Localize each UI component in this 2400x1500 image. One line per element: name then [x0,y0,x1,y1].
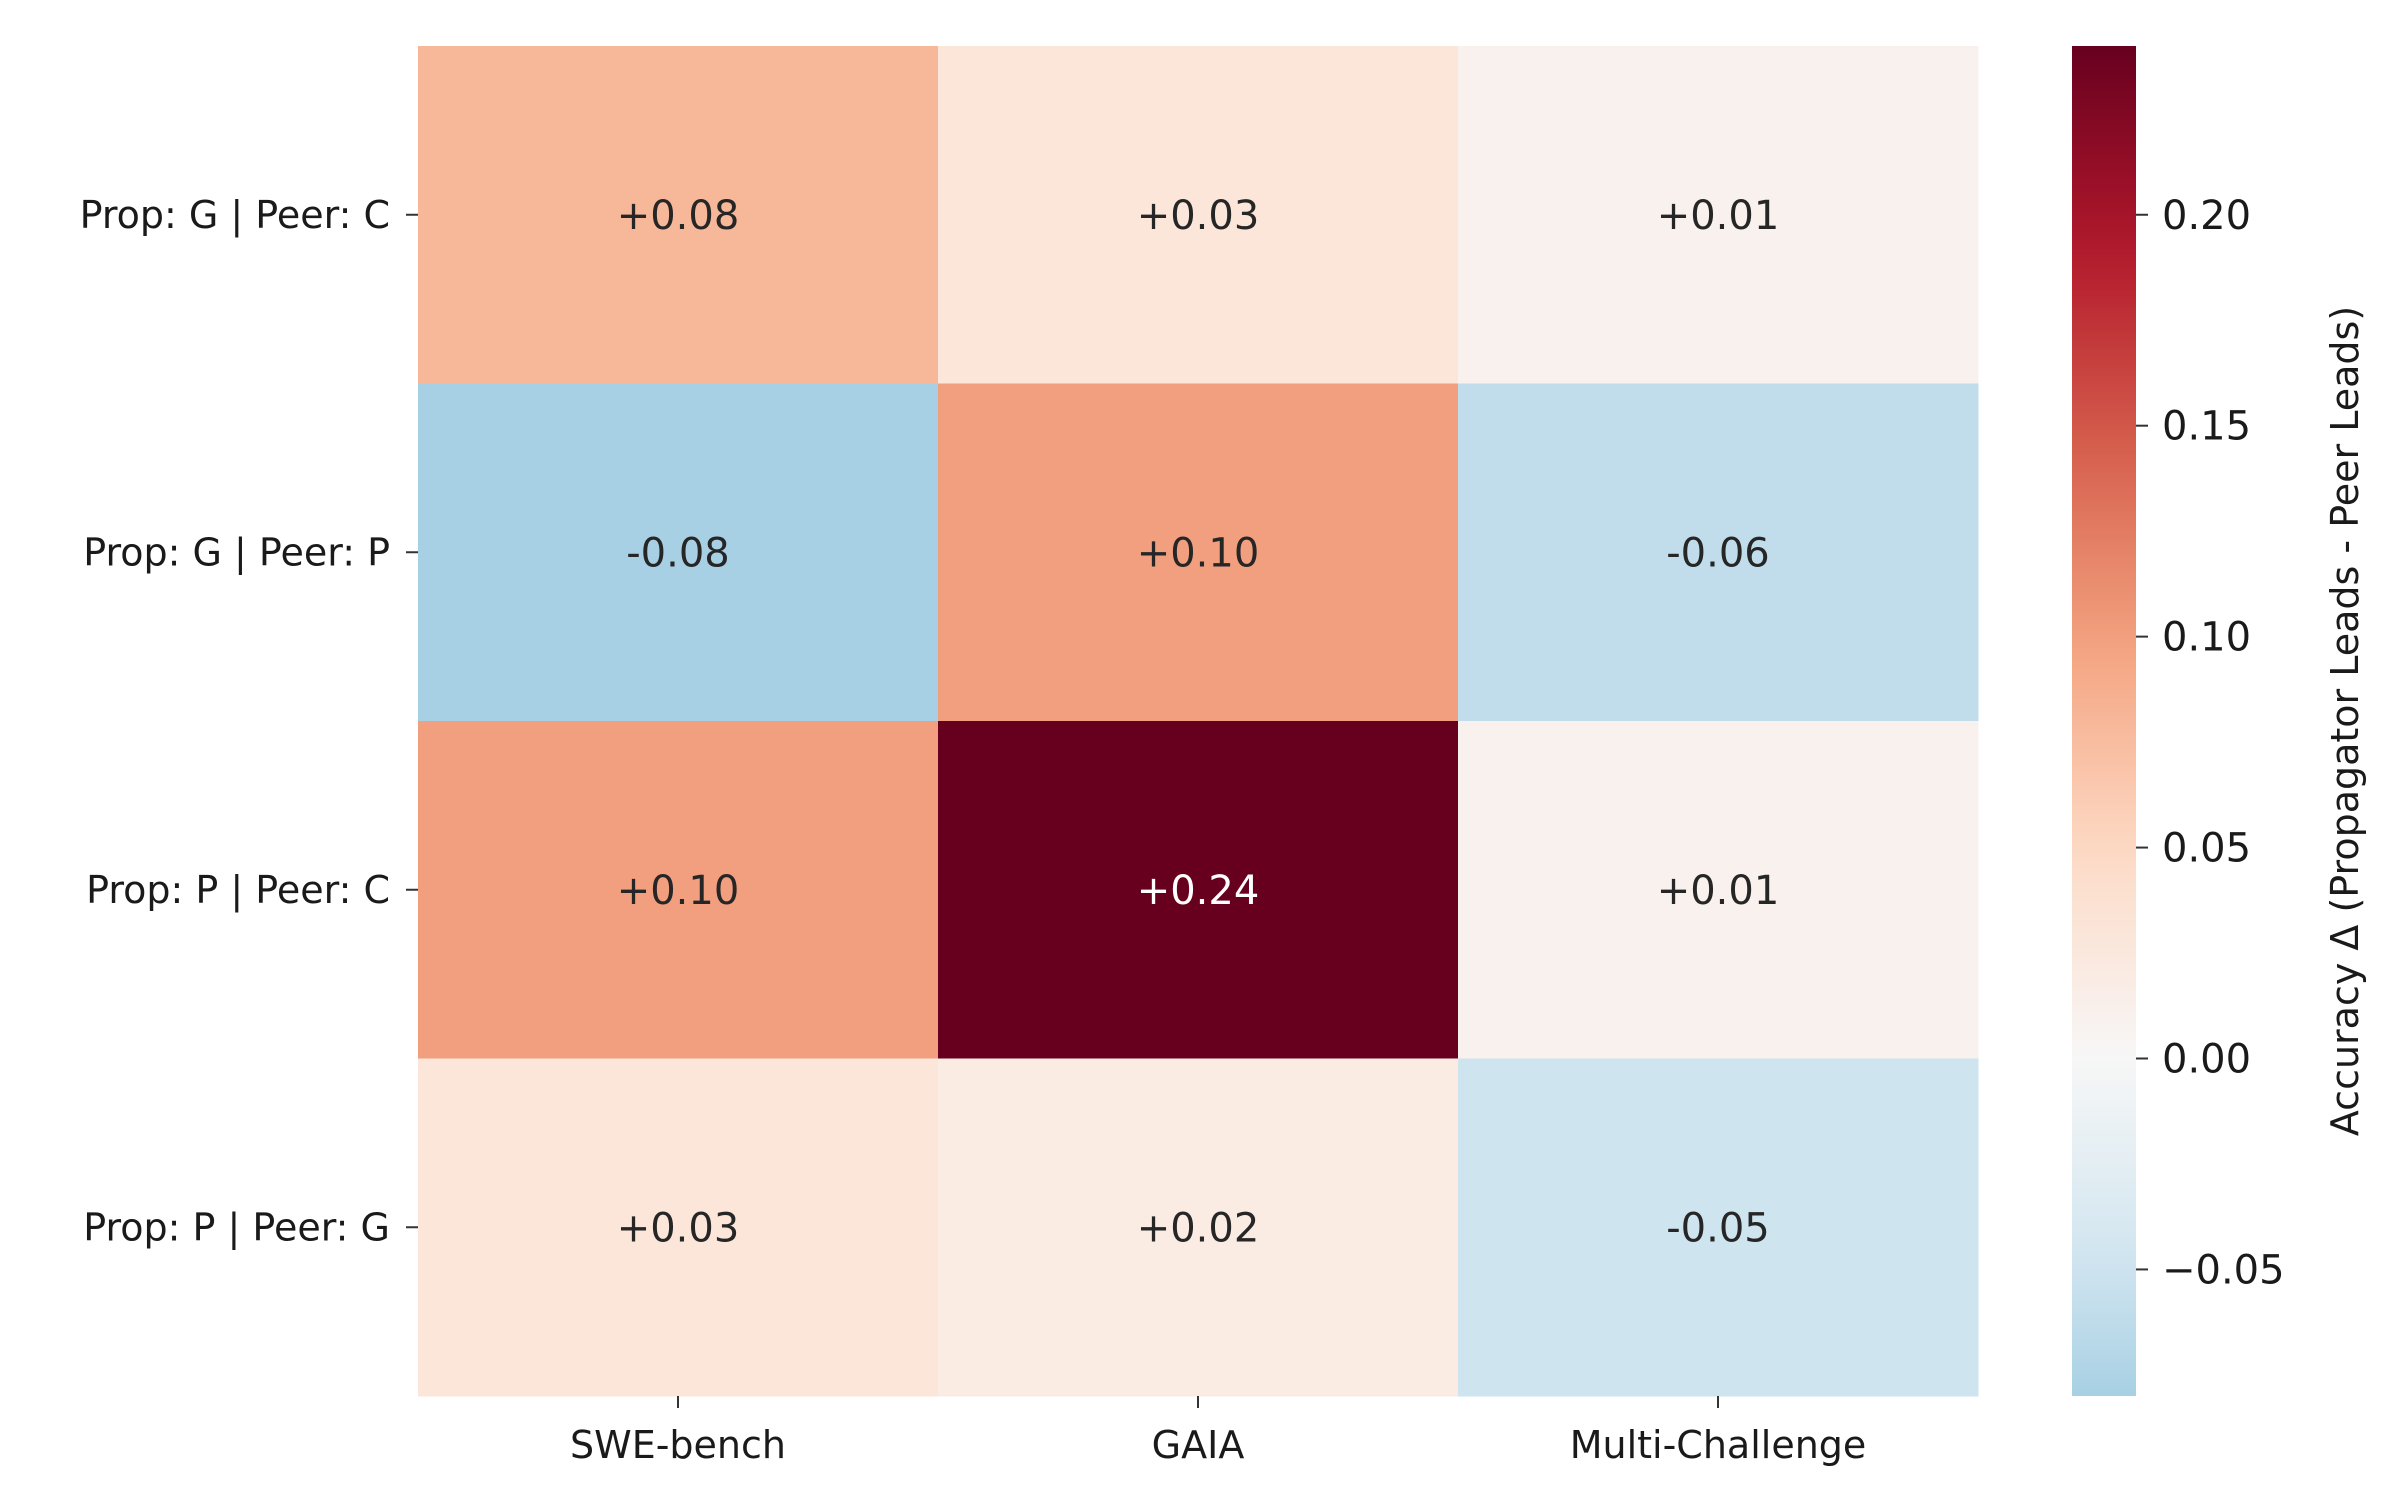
colorbar-gradient [2072,46,2136,1396]
heatmap-cell [1458,46,1979,384]
cell-annotation: +0.03 [617,1205,740,1251]
x-tick-label: SWE-bench [570,1423,786,1467]
heatmap-cells: +0.08 +0.03 +0.01 -0.08 +0.10 -0.06 +0.10 +0.24… [418,46,1979,1397]
cell-annotation: +0.01 [1657,193,1780,239]
x-tick-label: GAIA [1152,1423,1245,1467]
y-axis: Prop: G | Peer: C Prop: G | Peer: P Prop: … [80,193,418,1250]
x-tick-label: Multi-Challenge [1570,1423,1867,1467]
heatmap-cell [1458,721,1979,1059]
heatmap-cell [418,46,939,384]
heatmap-cell [938,46,1459,384]
cell-annotation: +0.02 [1137,1205,1260,1251]
cell-annotation: +0.01 [1657,868,1780,914]
y-tick-label: Prop: G | Peer: C [80,193,390,238]
heatmap-cell [938,1058,1459,1397]
cell-annotation: +0.10 [1137,530,1260,576]
y-tick-label: Prop: P | Peer: C [86,868,390,913]
cell-annotation: -0.06 [1666,530,1770,576]
cell-annotation: +0.03 [1137,193,1260,239]
y-tick-label: Prop: G | Peer: P [83,530,390,575]
heatmap-cell [938,721,1459,1059]
colorbar: −0.05 0.00 0.05 0.10 0.15 0.20 Accuracy Δ (Pro… [2072,46,2367,1396]
colorbar-label: Accuracy Δ (Propagator Leads - Peer Lead… [2323,306,2367,1136]
colorbar-tick-label: 0.05 [2162,826,2251,872]
colorbar-tick-label: 0.15 [2162,404,2251,450]
cell-annotation: -0.08 [626,530,730,576]
cell-annotation: +0.08 [617,193,740,239]
heatmap-cell [418,1058,939,1397]
heatmap-cell [418,721,939,1059]
colorbar-tick-label: 0.10 [2162,615,2251,661]
cell-annotation: +0.10 [617,868,740,914]
colorbar-tick-label: 0.00 [2162,1037,2251,1083]
colorbar-tick-label: −0.05 [2162,1247,2285,1293]
heatmap-cell [1458,1058,1979,1397]
cell-annotation: -0.05 [1666,1205,1770,1251]
heatmap-cell [418,383,939,722]
heatmap-cell [1458,383,1979,722]
y-tick-label: Prop: P | Peer: G [83,1205,390,1250]
cell-annotation: +0.24 [1137,868,1260,914]
x-axis: SWE-bench GAIA Multi-Challenge [570,1396,1866,1467]
colorbar-tick-label: 0.20 [2162,193,2251,239]
heatmap-cell [938,383,1459,722]
